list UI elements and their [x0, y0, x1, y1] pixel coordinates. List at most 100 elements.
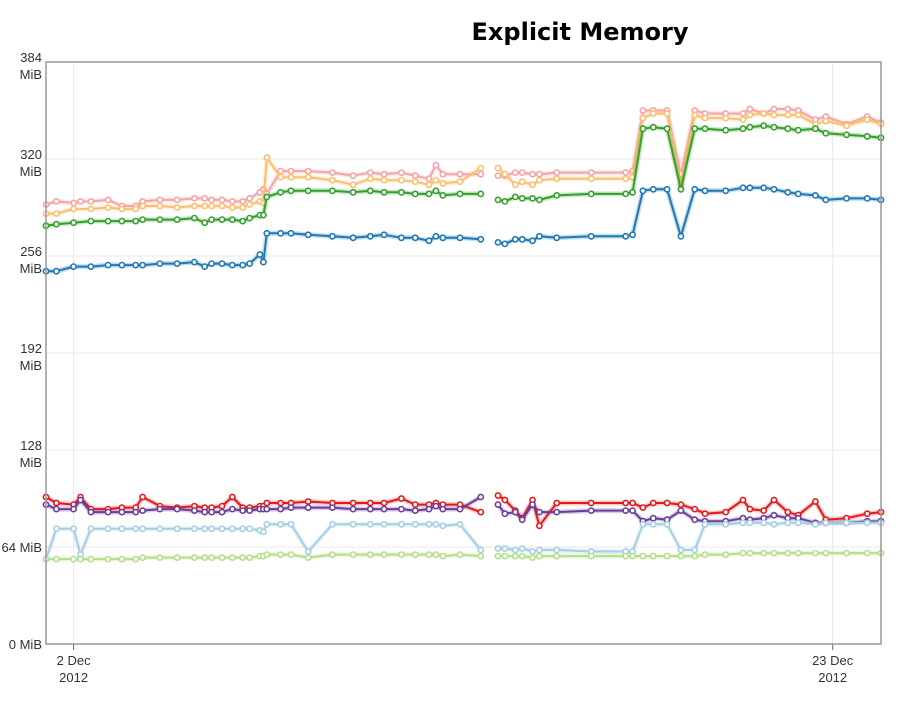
data-point — [201, 263, 209, 270]
data-point — [587, 190, 595, 198]
data-point — [477, 552, 485, 560]
data-point — [536, 170, 543, 178]
data-point — [190, 214, 198, 222]
data-point — [366, 169, 374, 176]
data-point — [239, 525, 247, 533]
data-point — [287, 229, 295, 237]
data-point — [132, 261, 140, 269]
y-tick-label: 192 MiB — [20, 341, 42, 373]
data-point — [770, 185, 778, 193]
data-point — [104, 525, 112, 533]
data-point — [173, 260, 181, 267]
data-point — [173, 554, 181, 561]
data-point — [173, 204, 181, 211]
data-point — [691, 546, 699, 554]
data-point — [822, 549, 830, 557]
y-tick-label: 256 MiB — [20, 244, 42, 276]
data-point — [677, 185, 685, 193]
data-point — [432, 520, 440, 528]
data-point — [77, 197, 84, 205]
data-point — [287, 504, 295, 511]
data-point — [246, 260, 253, 267]
data-point — [511, 508, 519, 516]
data-point — [663, 499, 671, 507]
data-point — [629, 231, 636, 239]
data-point — [587, 232, 595, 240]
data-point — [663, 520, 671, 528]
data-point — [518, 552, 526, 560]
data-point — [677, 552, 685, 560]
data-point — [518, 545, 526, 552]
data-point — [132, 205, 140, 213]
data-point — [173, 196, 181, 204]
data-point — [701, 125, 709, 133]
data-point — [349, 188, 357, 196]
data-point — [432, 176, 440, 184]
data-point — [218, 196, 226, 204]
y-tick-label-unit: MiB — [20, 164, 42, 179]
data-point — [794, 549, 802, 557]
data-point — [822, 117, 830, 125]
data-point — [439, 552, 447, 560]
data-point — [366, 551, 374, 558]
series-line — [497, 494, 882, 527]
data-point — [760, 122, 768, 130]
data-point — [739, 496, 747, 504]
data-point — [287, 173, 295, 181]
data-point — [843, 194, 850, 202]
data-point — [456, 170, 464, 178]
data-point — [304, 548, 312, 555]
data-point — [53, 267, 60, 275]
data-point — [397, 169, 405, 176]
data-point — [739, 519, 747, 527]
data-point — [411, 520, 419, 528]
data-point — [425, 175, 433, 183]
data-point — [380, 505, 388, 513]
data-point — [863, 519, 871, 527]
data-point — [397, 495, 405, 502]
data-point — [553, 552, 561, 560]
data-point — [432, 187, 440, 195]
data-point — [439, 522, 447, 530]
data-point — [649, 499, 657, 507]
data-point — [477, 546, 485, 554]
data-point — [349, 520, 357, 528]
data-point — [739, 110, 747, 117]
data-point — [432, 551, 440, 558]
data-point — [349, 551, 357, 558]
data-point — [263, 520, 271, 528]
data-point — [477, 493, 485, 501]
data-point — [746, 105, 754, 113]
data-point — [501, 240, 509, 248]
data-point — [501, 510, 509, 518]
data-point — [701, 510, 709, 518]
data-point — [287, 167, 295, 175]
data-point — [622, 499, 630, 507]
data-point — [201, 554, 209, 561]
data-point — [77, 555, 84, 563]
data-point — [53, 220, 60, 228]
series-line — [45, 189, 481, 227]
data-point — [529, 548, 536, 555]
data-point — [425, 237, 433, 245]
data-point — [246, 554, 253, 561]
data-point — [622, 175, 630, 183]
data-point — [770, 496, 778, 504]
data-point — [784, 111, 792, 119]
data-point — [622, 507, 630, 514]
data-point — [439, 234, 447, 242]
series-line — [497, 186, 882, 245]
series-line — [498, 108, 882, 177]
data-point — [397, 176, 405, 184]
data-point — [132, 555, 140, 563]
data-point — [173, 505, 181, 513]
data-point — [239, 507, 247, 514]
data-point — [518, 235, 526, 243]
data-point — [70, 219, 77, 227]
data-point — [208, 554, 215, 561]
data-point — [263, 193, 271, 201]
data-point — [328, 187, 336, 195]
data-point — [104, 204, 112, 211]
data-point — [587, 499, 595, 507]
